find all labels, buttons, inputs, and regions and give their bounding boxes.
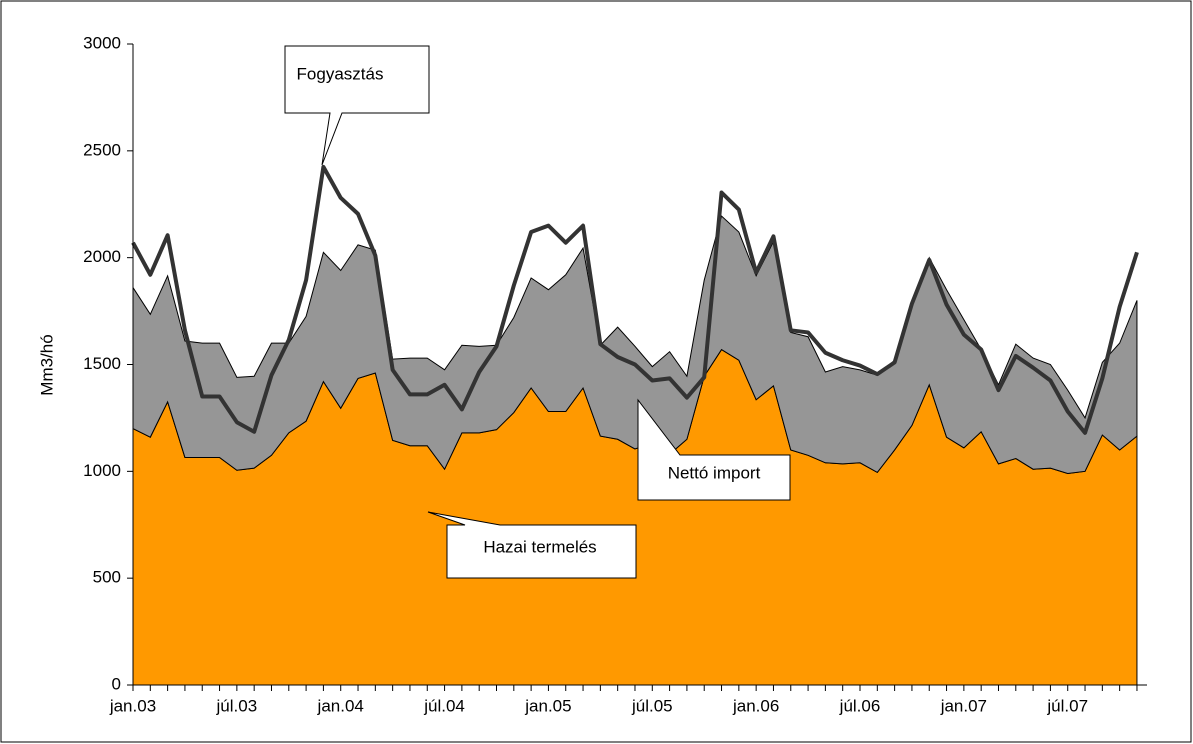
- y-tick-label: 1500: [83, 354, 121, 373]
- x-tick-label: jan.04: [317, 696, 364, 715]
- callout-box: [637, 398, 791, 501]
- callout: Fogyasztás: [284, 45, 430, 166]
- y-tick-label: 1000: [83, 461, 121, 480]
- x-tick-label: jan.07: [940, 696, 987, 715]
- x-tick-label: júl.07: [1046, 696, 1088, 715]
- x-tick-label: júl.03: [216, 696, 258, 715]
- x-tick-label: jan.03: [109, 696, 156, 715]
- y-tick-label: 2000: [83, 247, 121, 266]
- callout-text: Nettó import: [668, 463, 761, 482]
- callout: Nettó import: [637, 398, 791, 501]
- y-tick-label: 3000: [83, 33, 121, 52]
- callout: Hazai termelés: [427, 511, 637, 579]
- x-tick-label: júl.05: [631, 696, 673, 715]
- callout-text: Hazai termelés: [483, 537, 596, 556]
- y-tick-label: 0: [112, 674, 121, 693]
- plot-area: 0 500 1000 1500 2000 2500 3000 jan.03 júl.03 jan.…: [83, 33, 1147, 715]
- y-tick-label: 2500: [83, 140, 121, 159]
- callout-text: Fogyasztás: [297, 64, 384, 83]
- line: [131, 164, 1139, 435]
- callout-box: [284, 45, 430, 166]
- y-axis-label: Mm3/hó: [37, 334, 56, 395]
- area: [132, 215, 1138, 474]
- x-tick-label: júl.04: [423, 696, 465, 715]
- callout-box: [427, 511, 637, 579]
- y-tick-label: 500: [93, 568, 121, 587]
- x-tick-label: jan.05: [524, 696, 571, 715]
- x-tick-label: júl.06: [839, 696, 881, 715]
- x-tick-label: jan.06: [732, 696, 779, 715]
